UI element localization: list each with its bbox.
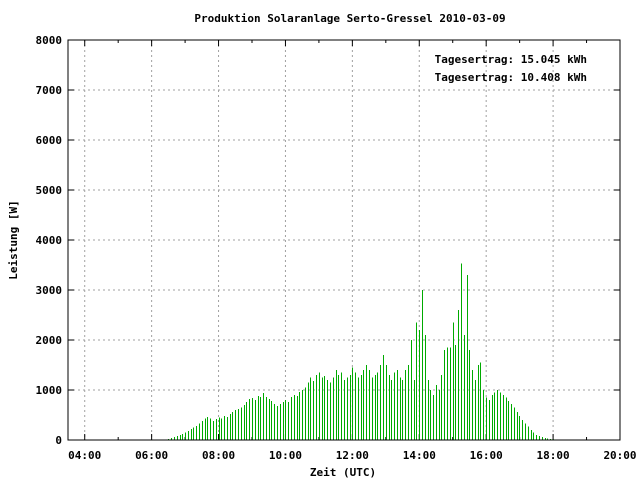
y-tick-label: 0	[55, 434, 62, 447]
x-tick-label: 14:00	[403, 449, 436, 462]
chart-title: Produktion Solaranlage Serto-Gressel 201…	[194, 12, 505, 25]
y-tick-label: 4000	[36, 234, 63, 247]
x-tick-label: 04:00	[68, 449, 101, 462]
x-tick-label: 06:00	[135, 449, 168, 462]
x-tick-label: 08:00	[202, 449, 235, 462]
y-tick-label: 3000	[36, 284, 63, 297]
y-tick-label: 7000	[36, 84, 63, 97]
x-tick-label: 20:00	[603, 449, 636, 462]
x-axis-label: Zeit (UTC)	[310, 466, 376, 479]
y-tick-label: 6000	[36, 134, 63, 147]
y-axis-label: Leistung [W]	[7, 200, 20, 279]
y-tick-label: 1000	[36, 384, 63, 397]
x-tick-label: 12:00	[336, 449, 369, 462]
y-tick-label: 2000	[36, 334, 63, 347]
plot-frame	[67, 39, 621, 441]
x-tick-label: 10:00	[269, 449, 302, 462]
y-tick-label: 8000	[36, 34, 63, 47]
y-tick-label: 5000	[36, 184, 63, 197]
annotation-total-green: Tagesertrag: 10.408 kWh	[435, 71, 587, 84]
x-tick-label: 18:00	[537, 449, 570, 462]
x-tick-label: 16:00	[470, 449, 503, 462]
annotation-total-red: Tagesertrag: 15.045 kWh	[435, 53, 587, 66]
